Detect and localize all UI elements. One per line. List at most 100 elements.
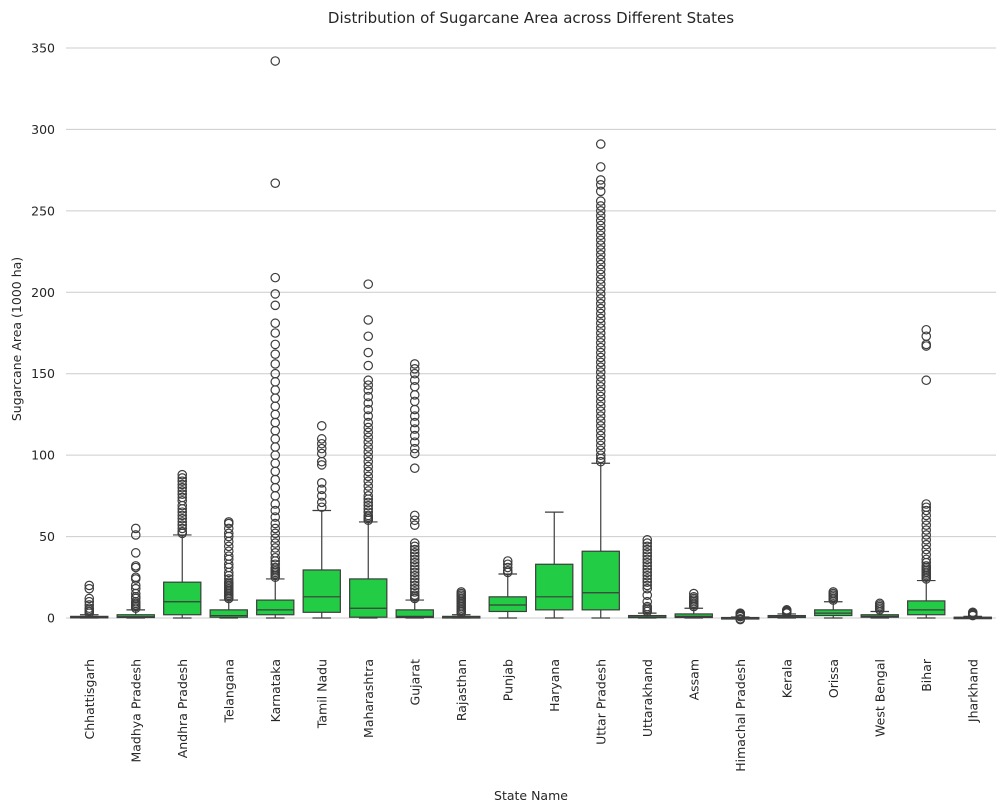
box-orissa <box>814 587 853 619</box>
outlier-point <box>363 456 374 467</box>
box-haryana <box>535 511 574 619</box>
outlier-point <box>363 375 374 386</box>
outlier-point <box>316 434 327 444</box>
outlier-point <box>177 486 188 496</box>
outlier-point <box>223 523 234 534</box>
outlier-point <box>177 495 188 506</box>
y-tick-label: 350 <box>31 41 55 56</box>
outlier-point <box>363 279 374 289</box>
outlier-point <box>921 331 932 342</box>
y-tick-label: 50 <box>39 529 55 544</box>
outlier-point <box>595 456 606 467</box>
outlier-point <box>363 471 374 482</box>
box-kerala <box>767 605 806 619</box>
outlier-point <box>595 352 606 363</box>
outlier-point <box>409 510 420 521</box>
outlier-point <box>270 559 281 570</box>
outlier-point <box>595 298 606 309</box>
outlier-point <box>688 592 699 602</box>
box-bihar <box>907 324 946 619</box>
outlier-point <box>270 56 281 66</box>
outlier-point <box>363 427 374 438</box>
box-uttarakhand <box>628 535 667 619</box>
x-tick-label: Rajasthan <box>454 659 469 721</box>
outlier-point <box>595 381 606 392</box>
outlier-point <box>502 559 513 570</box>
outlier-point <box>409 430 420 441</box>
outlier-point <box>921 535 932 545</box>
outlier-point <box>595 386 606 397</box>
outlier-point <box>270 552 281 563</box>
outlier-point <box>642 601 653 612</box>
outlier-point <box>223 528 234 539</box>
outlier-point <box>223 546 234 557</box>
outlier-point <box>595 254 606 265</box>
outlier-point <box>363 481 374 491</box>
outlier-point <box>595 180 606 190</box>
outlier-point <box>270 339 281 350</box>
outlier-point <box>363 417 374 428</box>
outlier-point <box>316 421 327 431</box>
x-tick-label: Andhra Pradesh <box>175 659 190 758</box>
outlier-point <box>967 607 978 618</box>
outlier-point <box>595 362 606 372</box>
outlier-point <box>316 491 327 501</box>
box-iqr <box>535 563 574 611</box>
outlier-point <box>595 406 606 416</box>
outlier-point <box>921 561 932 571</box>
outlier-point <box>316 448 327 459</box>
outlier-point <box>177 526 188 537</box>
box-rajasthan <box>442 587 481 619</box>
outlier-point <box>409 463 420 473</box>
outlier-point <box>316 484 327 495</box>
outlier-point <box>921 525 932 535</box>
outlier-point <box>363 507 374 517</box>
outlier-point <box>270 538 281 548</box>
outlier-point <box>921 515 932 526</box>
outlier-point <box>781 605 792 615</box>
x-tick-label: Karnataka <box>268 659 283 722</box>
outlier-point <box>595 230 606 241</box>
outlier-point <box>130 561 141 571</box>
outlier-point <box>595 250 606 260</box>
outlier-point <box>409 520 420 530</box>
outlier-point <box>363 331 374 342</box>
outlier-point <box>363 497 374 508</box>
outlier-point <box>595 337 606 348</box>
outlier-point <box>595 274 606 285</box>
y-tick-label: 100 <box>31 448 55 463</box>
x-tick-label: Himachal Pradesh <box>733 659 748 772</box>
outlier-point <box>921 554 932 565</box>
outlier-point <box>363 404 374 415</box>
outlier-point <box>409 375 420 386</box>
outlier-point <box>595 411 606 421</box>
outlier-point <box>642 554 653 565</box>
x-tick-label: Chhattisgarh <box>82 659 97 739</box>
outlier-point <box>84 580 95 591</box>
x-tick-label: Tamil Nadu <box>314 659 329 729</box>
outlier-point <box>921 505 932 516</box>
outlier-point <box>595 357 606 368</box>
outlier-point <box>595 440 606 451</box>
outlier-point <box>595 269 606 280</box>
box-iqr <box>581 550 620 611</box>
outlier-point <box>595 201 606 211</box>
x-axis-ticks: Chhattisgarh Madhya Pradesh Andhra Pradesh… <box>82 658 981 772</box>
outlier-point <box>409 437 420 447</box>
outlier-point <box>595 303 606 314</box>
outlier-point <box>177 492 188 503</box>
box-punjab <box>488 556 527 619</box>
outlier-point <box>595 377 606 387</box>
box-iqr <box>256 599 295 616</box>
outlier-point <box>409 554 420 565</box>
x-axis-label: State Name <box>494 788 568 803</box>
outlier-point <box>130 583 141 594</box>
outlier-point <box>177 482 188 493</box>
outlier-point <box>409 557 420 568</box>
outlier-point <box>595 264 606 275</box>
outlier-point <box>363 476 374 486</box>
outlier-point <box>363 447 374 457</box>
outlier-point <box>595 372 606 382</box>
box-andhra-pradesh <box>163 469 202 619</box>
